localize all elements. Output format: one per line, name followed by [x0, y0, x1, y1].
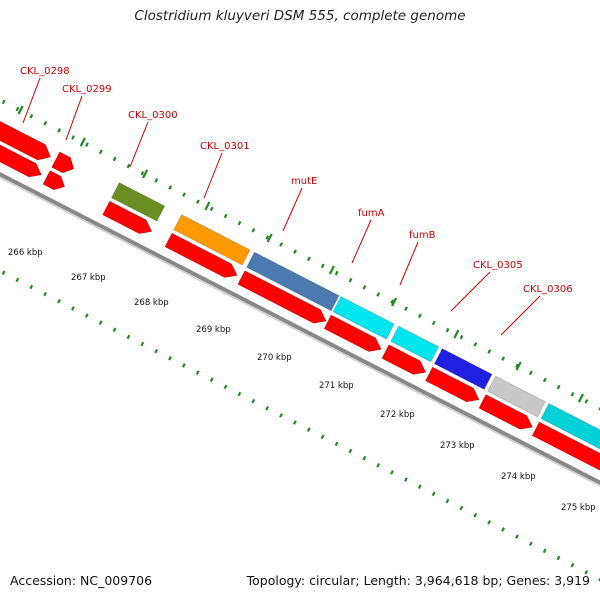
gene-label-CKL_0298: CKL_0298: [20, 66, 70, 77]
scale-label-1: 267 kbp: [71, 273, 106, 283]
scale-label-8: 274 kbp: [501, 472, 536, 482]
gene-label-mutE: mutE: [291, 176, 317, 187]
gene-leader-CKL_0301: [203, 152, 223, 199]
accession-text: Accession: NC_009706: [10, 573, 153, 588]
gene-leader-fumA: [351, 219, 372, 264]
gene-leader-CKL_0305: [450, 271, 491, 312]
gene-leader-CKL_0298: [22, 77, 41, 124]
cds-arrow-outer-CKL_0298: [0, 121, 51, 161]
genome-summary-text: Topology: circular; Length: 3,964,618 bp…: [246, 573, 590, 588]
gene-block-fumB: [390, 325, 440, 363]
gene-feature-track: [111, 182, 600, 450]
cds-arrow-CKL_0305: [425, 366, 480, 402]
gene-leader-CKL_0299: [65, 95, 83, 141]
scale-label-5: 271 kbp: [319, 381, 354, 391]
gene-label-fumA: fumA: [358, 208, 385, 219]
cds-arrow-CKL_0298: [0, 144, 42, 178]
gene-block-CKL_0301: [173, 214, 251, 266]
gene-block-CKL_0300: [111, 182, 166, 222]
gene-label-CKL_0300: CKL_0300: [128, 110, 178, 121]
scale-label-6: 272 kbp: [380, 410, 415, 420]
gene-block-CKL_0306: [487, 375, 546, 418]
cds-arrow-CKL_0301: [164, 233, 238, 278]
cds-arrow-fumB: [381, 344, 426, 375]
scale-labels: 266 kbp 267 kbp 268 kbp 269 kbp 270 kbp 271 k…: [8, 248, 596, 513]
genome-title: Clostridium kluyveri DSM 555, complete g…: [134, 8, 466, 24]
scale-label-0: 266 kbp: [8, 248, 43, 258]
scale-label-7: 273 kbp: [440, 441, 475, 451]
gene-leader-CKL_0306: [500, 295, 541, 336]
cds-arrow-mutE: [237, 270, 327, 324]
gene-leader-mutE: [282, 187, 303, 232]
scale-label-9: 275 kbp: [561, 503, 596, 513]
genome-backbone-shadow: [0, 176, 600, 487]
scale-label-3: 269 kbp: [196, 325, 231, 335]
gene-block-CKL_0307: [540, 403, 600, 450]
gene-label-CKL_0301: CKL_0301: [200, 141, 250, 152]
cds-arrow-CKL_0299: [42, 170, 65, 190]
gene-block-fumA: [332, 296, 395, 340]
gene-block-mutE: [246, 251, 340, 312]
scale-label-4: 270 kbp: [257, 353, 292, 363]
cds-arrow-fumA: [323, 314, 382, 352]
gene-label-fumB: fumB: [409, 230, 436, 241]
cds-track: [0, 121, 600, 471]
gene-label-CKL_0305: CKL_0305: [473, 260, 523, 271]
gene-label-CKL_0299: CKL_0299: [62, 84, 112, 95]
gene-leader-fumB: [399, 241, 419, 286]
gene-block-CKL_0305: [433, 348, 493, 390]
cds-arrow-CKL_0300: [102, 201, 152, 234]
outer-major-ticks: [17, 105, 584, 403]
gene-labels: CKL_0298 CKL_0299 CKL_0300 CKL_0301 mutE fumA…: [20, 66, 573, 336]
cds-arrow-CKL_0307: [532, 421, 600, 471]
inner-tick-row: [1, 270, 600, 582]
scale-label-2: 268 kbp: [134, 298, 169, 308]
gene-leader-CKL_0300: [129, 121, 149, 168]
genome-backbone: [0, 171, 600, 485]
cds-arrow-outer-CKL_0299: [51, 151, 74, 173]
gene-label-CKL_0306: CKL_0306: [523, 284, 573, 295]
cds-arrow-CKL_0306: [478, 394, 533, 430]
